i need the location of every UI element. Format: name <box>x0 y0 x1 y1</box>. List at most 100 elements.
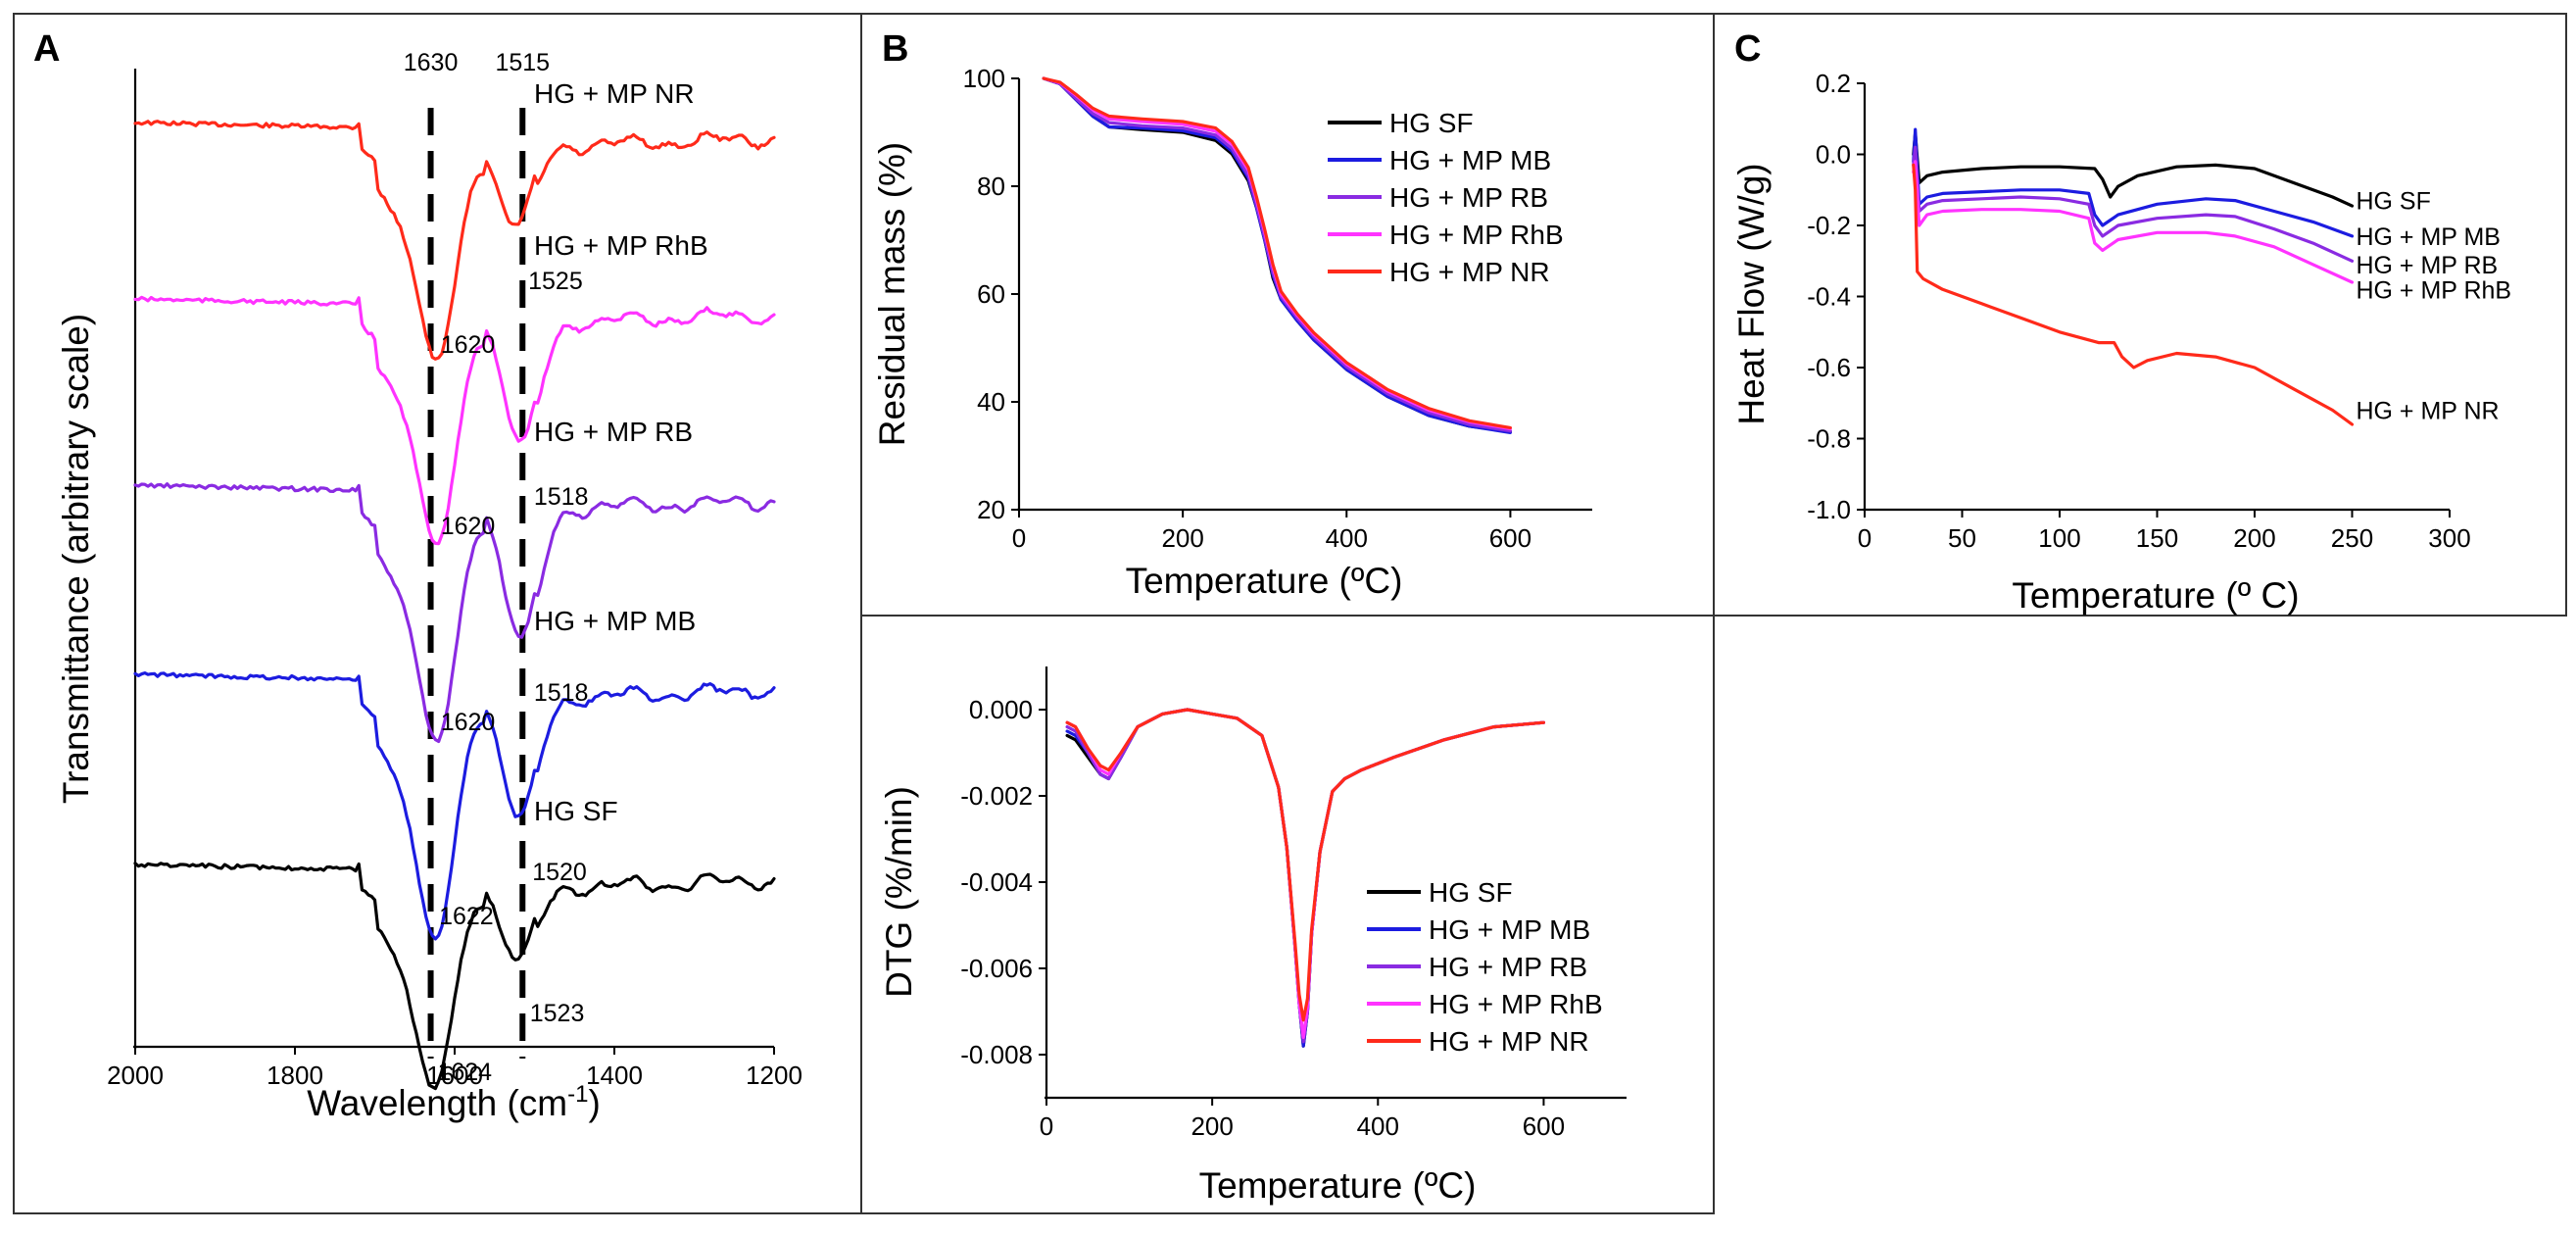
dsc-series-label-hg-mp-rhb: HG + MP RhB <box>2356 276 2511 304</box>
tga-x-tick-label: 0 <box>1012 523 1026 553</box>
ftir-trace-label-hg-mp-rhb: HG + MP RhB <box>534 230 708 261</box>
dsc-y-tick-label: -0.4 <box>1807 282 1851 312</box>
panel-a-frame <box>13 13 862 1214</box>
dsc-x-tick-label: 300 <box>2428 523 2470 553</box>
dtg-legend-label-hg-mp-rhb: HG + MP RhB <box>1429 989 1603 1019</box>
dtg-legend-label-hg-mp-nr: HG + MP NR <box>1429 1026 1589 1057</box>
dsc-series-hg-mp-rb <box>1912 145 2355 263</box>
dsc-x-tick-label: 150 <box>2136 523 2178 553</box>
dsc-chart: 0 50 100 150 200 250 300 0.2 0.0 -0.2 -0.4 -0.6 -0.8… <box>1731 69 2511 616</box>
ftir-series-hg-sf <box>133 862 776 1091</box>
tga-x-tick-label: 600 <box>1489 523 1531 553</box>
dsc-series-label-hg-mp-nr: HG + MP NR <box>2356 398 2499 425</box>
dtg-series-hg-mp-nr <box>1065 708 1545 1022</box>
panel-b-lower-frame <box>860 615 1715 1214</box>
ftir-peak-label: 1622 <box>439 903 494 930</box>
ftir-series-hg-mp-rb <box>133 482 776 744</box>
ftir-x-axis-label: Wavelength (cm-1) <box>307 1081 601 1123</box>
dsc-y-tick-label: 0.2 <box>1816 69 1851 98</box>
dsc-series-hg-sf <box>1912 131 2355 208</box>
ftir-peak-label: 1518 <box>534 679 589 707</box>
tga-series-hg-mp-nr <box>1042 76 1512 429</box>
ftir-trace-label-hg-mp-mb: HG + MP MB <box>534 606 696 636</box>
dsc-series-hg-mp-rhb <box>1912 160 2355 284</box>
ftir-x-tick-label: 1400 <box>586 1061 643 1090</box>
panel-label-c: C <box>1734 28 1761 70</box>
ftir-x-tick-label: 1800 <box>267 1061 323 1090</box>
panel-c-frame <box>1713 13 2567 617</box>
dsc-series-label-hg-sf: HG SF <box>2356 188 2430 216</box>
dsc-series-label-hg-mp-mb: HG + MP MB <box>2356 223 2501 251</box>
dsc-y-tick-label: -0.6 <box>1807 353 1851 382</box>
dsc-x-tick-label: 200 <box>2233 523 2275 553</box>
dsc-series-hg-mp-mb <box>1912 127 2355 238</box>
ftir-x-tick-label: 2000 <box>107 1061 164 1090</box>
tga-chart: 0 200 400 600 20 40 60 80 100 HG SF HG + MP MB HG … <box>872 64 1592 601</box>
dsc-x-tick-label: 50 <box>1948 523 1976 553</box>
dtg-x-tick-label: 400 <box>1357 1111 1399 1141</box>
dsc-x-tick-label: 250 <box>2331 523 2373 553</box>
dtg-legend-label-hg-sf: HG SF <box>1429 877 1513 908</box>
ftir-y-axis-label: Transmittance (arbitrary scale) <box>56 314 96 804</box>
ftir-chart: 2000 1800 1600 1400 1200 1630 1515 HG + MP NR… <box>56 49 802 1123</box>
dsc-x-axis-label: Temperature (º C) <box>2012 575 2299 616</box>
dtg-legend-label-hg-mp-mb: HG + MP MB <box>1429 914 1590 945</box>
tga-y-tick-label: 20 <box>977 495 1005 524</box>
dtg-x-axis-label: Temperature (ºC) <box>1199 1165 1477 1206</box>
ftir-peak-label: 1518 <box>534 483 589 511</box>
ftir-peak-label: 1523 <box>530 1000 585 1027</box>
dsc-y-tick-label: -1.0 <box>1807 495 1851 524</box>
tga-y-tick-label: 60 <box>977 279 1005 309</box>
ftir-peak-label: 1620 <box>441 709 496 736</box>
dsc-x-tick-label: 100 <box>2038 523 2080 553</box>
dtg-chart: 0 200 400 6000.000-0.002-0.004-0.006-0.008 … <box>879 666 1627 1206</box>
dsc-y-tick-label: -0.8 <box>1807 424 1851 454</box>
tga-y-axis-label: Residual mass (%) <box>872 142 912 446</box>
dtg-y-axis-label: DTG (%/min) <box>879 786 919 998</box>
tga-legend-label-hg-mp-nr: HG + MP NR <box>1389 257 1550 287</box>
ftir-trace-label-hg-sf: HG SF <box>534 796 618 826</box>
tga-y-tick-label: 40 <box>977 387 1005 417</box>
dsc-series-label-hg-mp-rb: HG + MP RB <box>2356 252 2498 279</box>
dsc-y-axis-label: Heat Flow (W/g) <box>1731 163 1772 424</box>
ftir-series-hg-mp-mb <box>133 671 776 941</box>
dsc-series-hg-mp-nr <box>1912 163 2355 426</box>
reference-label-1630: 1630 <box>404 49 459 76</box>
dtg-y-tick-label: -0.004 <box>960 867 1033 897</box>
tga-legend-label-hg-sf: HG SF <box>1389 108 1474 138</box>
dsc-y-tick-label: 0.0 <box>1816 140 1851 170</box>
tga-x-tick-label: 400 <box>1326 523 1368 553</box>
tga-x-tick-label: 200 <box>1161 523 1203 553</box>
tga-y-tick-label: 100 <box>963 64 1005 93</box>
ftir-series-hg-mp-nr <box>133 120 776 361</box>
ftir-trace-label-hg-mp-nr: HG + MP NR <box>534 78 695 109</box>
dtg-x-tick-label: 0 <box>1040 1111 1053 1141</box>
panel-label-a: A <box>33 28 60 70</box>
ftir-peak-label: 1620 <box>441 331 496 359</box>
ftir-series-hg-mp-rhb <box>133 295 776 546</box>
dtg-y-tick-label: 0.000 <box>969 695 1033 724</box>
dtg-x-tick-label: 200 <box>1191 1111 1233 1141</box>
dtg-y-tick-label: -0.006 <box>960 954 1033 983</box>
tga-legend-label-hg-mp-mb: HG + MP MB <box>1389 145 1551 175</box>
panel-label-b: B <box>882 28 908 70</box>
dtg-legend-label-hg-mp-rb: HG + MP RB <box>1429 952 1587 982</box>
tga-y-tick-label: 80 <box>977 172 1005 201</box>
dtg-x-tick-label: 600 <box>1523 1111 1565 1141</box>
dtg-y-tick-label: -0.002 <box>960 781 1033 811</box>
ftir-peak-label: 1525 <box>528 268 583 295</box>
ftir-peak-label: 1620 <box>441 513 496 540</box>
dsc-x-tick-label: 0 <box>1858 523 1871 553</box>
ftir-peak-label: 1520 <box>532 859 587 886</box>
tga-legend-label-hg-mp-rb: HG + MP RB <box>1389 182 1548 213</box>
dsc-y-tick-label: -0.2 <box>1807 211 1851 240</box>
tga-x-axis-label: Temperature (ºC) <box>1126 561 1403 601</box>
panel-b-frame <box>860 13 1715 617</box>
ftir-trace-label-hg-mp-rb: HG + MP RB <box>534 417 693 447</box>
reference-label-1515: 1515 <box>495 49 550 76</box>
ftir-peak-label: 1624 <box>437 1059 492 1086</box>
tga-axes <box>1017 78 1592 512</box>
ftir-x-tick-label: 1200 <box>746 1061 802 1090</box>
tga-legend-label-hg-mp-rhb: HG + MP RhB <box>1389 220 1564 250</box>
